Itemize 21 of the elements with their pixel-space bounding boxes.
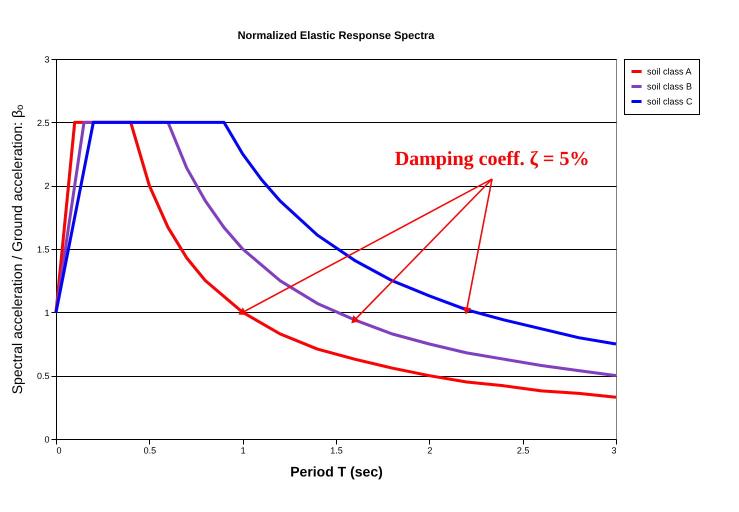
y-tick-label: 2 — [44, 181, 50, 192]
x-tick-label: 1.5 — [330, 446, 343, 456]
x-tick-label: 3 — [611, 446, 616, 456]
legend-label: soil class C — [647, 96, 694, 106]
y-tick-label: 1 — [44, 308, 50, 318]
y-tick-label: 3 — [44, 54, 50, 64]
y-tick-label: 1.5 — [36, 244, 50, 254]
y-tick-label: 0.5 — [36, 371, 50, 382]
x-tick-label: 2 — [427, 446, 432, 456]
x-tick-label: 1 — [240, 446, 246, 456]
x-axis-title: Period T (sec) — [290, 464, 383, 480]
y-tick-label: 2.5 — [36, 118, 50, 128]
y-tick-label: 0 — [44, 434, 50, 444]
annotation: Damping coeff. ζ = 5% — [394, 148, 590, 170]
legend-label: soil class A — [647, 66, 692, 76]
x-tick-label: 0 — [56, 446, 62, 456]
y-axis-title: Spectral acceleration / Ground acceleration: βₒ — [8, 104, 25, 394]
chart-title: Normalized Elastic Response Spectra — [238, 30, 436, 42]
x-tick-label: 2.5 — [516, 446, 530, 456]
x-tick-label: 0.5 — [144, 446, 156, 456]
legend-label: soil class B — [647, 82, 692, 92]
